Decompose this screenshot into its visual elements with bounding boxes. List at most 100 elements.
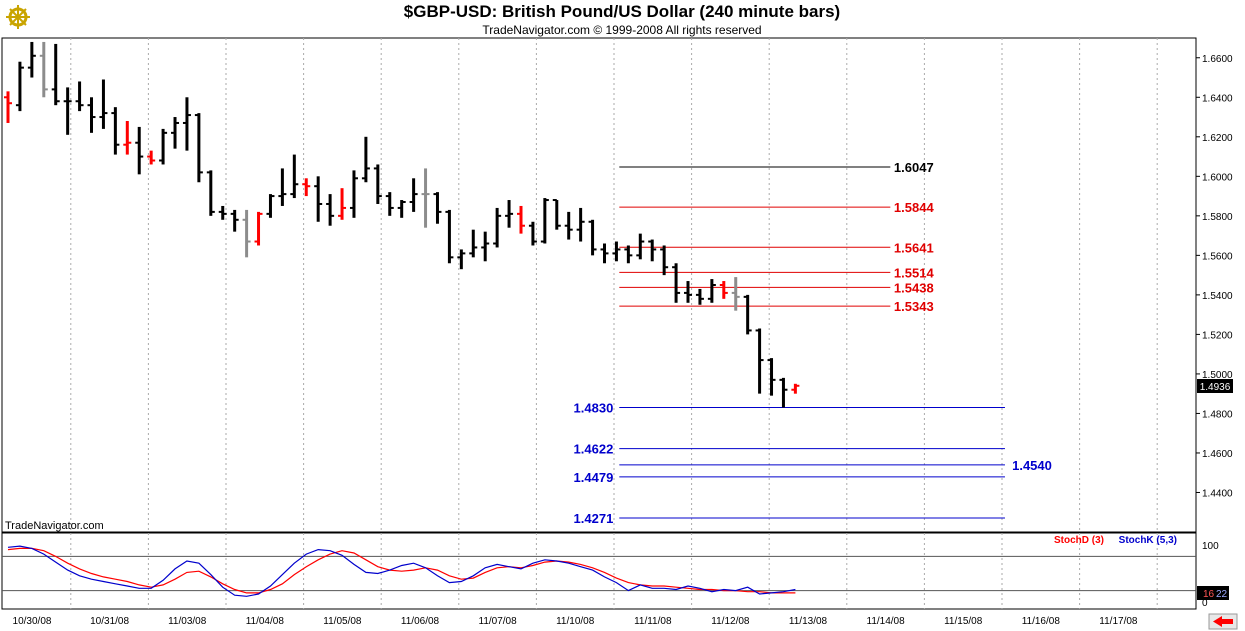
ohlc-bar	[695, 288, 704, 305]
ohlc-bar	[171, 117, 180, 149]
ohlc-bar	[528, 221, 537, 246]
vertical-grid	[70, 38, 1158, 532]
price-tick-label: 1.5000	[1202, 370, 1233, 381]
price-axis: 1.6600 1.6400 1.6200 1.6000 1.5800 1.5600 1.54…	[1196, 54, 1233, 499]
level-label: 1.4479	[574, 470, 614, 485]
ohlc-bar	[230, 209, 239, 232]
level-label: 1.4622	[574, 442, 614, 457]
ohlc-bar	[314, 176, 323, 222]
ohlc-bar	[636, 233, 645, 260]
ohlc-bar	[4, 91, 12, 123]
level-label: 1.4271	[574, 511, 614, 526]
ohlc-bar	[111, 107, 120, 155]
chart-title: $GBP-USD: British Pound/US Dollar (240 m…	[404, 2, 840, 21]
stochastic-axis: 100 0	[1202, 541, 1219, 609]
ohlc-bar	[147, 150, 156, 165]
price-tick-label: 1.5400	[1202, 291, 1233, 302]
ohlc-bar	[397, 200, 406, 218]
stoch-value-bg	[1197, 586, 1229, 600]
ohlc-bar	[719, 281, 728, 299]
ohlc-bar	[218, 205, 227, 220]
ohlc-bar	[493, 207, 502, 248]
ohlc-bar	[302, 178, 311, 197]
level-label: 1.5844	[894, 200, 935, 215]
price-tick-label: 1.6400	[1202, 93, 1233, 104]
ohlc-bar	[469, 229, 478, 258]
stochastic-panel: 100 0 StochD (3) StochK (5,3) 16 22	[1, 532, 1229, 610]
level-label: 1.4830	[574, 401, 614, 416]
date-tick-label: 11/06/08	[401, 616, 440, 627]
ohlc-bar	[349, 170, 358, 218]
ohlc-bar	[326, 194, 335, 226]
date-axis: 10/30/08 10/31/08 11/03/08 11/04/08 11/05/08…	[13, 616, 1138, 627]
ohlc-bar	[612, 241, 621, 262]
stochk-line	[7, 545, 796, 597]
price-panel: 1.6600 1.6400 1.6200 1.6000 1.5800 1.5600 1.54…	[1, 37, 1233, 533]
ohlc-bar	[385, 192, 394, 216]
price-panel-frame	[1, 37, 1197, 533]
chart-subtitle: TradeNavigator.com © 1999-2008 All right…	[482, 23, 761, 37]
level-label: 1.5343	[894, 299, 934, 314]
ohlc-bar	[660, 245, 669, 276]
ohlc-bar	[182, 97, 191, 151]
ohlc-bar	[206, 170, 215, 216]
date-tick-label: 11/17/08	[1099, 616, 1138, 627]
ohlc-bar	[672, 263, 681, 303]
ohlc-bar	[242, 209, 251, 258]
stoch-value-k: 22	[1216, 589, 1228, 600]
ohlc-bar	[505, 200, 514, 228]
ohlc-bar	[290, 154, 299, 199]
date-tick-label: 11/13/08	[789, 616, 828, 627]
stochd-line	[7, 547, 796, 594]
ohlc-bar	[99, 79, 108, 129]
date-tick-label: 11/07/08	[479, 616, 518, 627]
ohlc-bar	[278, 168, 287, 206]
price-tick-label: 1.5600	[1202, 251, 1233, 262]
ohlc-bar	[421, 168, 430, 228]
ohlc-bar	[266, 194, 275, 218]
ohlc-bar	[194, 113, 203, 183]
date-tick-label: 10/31/08	[90, 616, 129, 627]
ohlc-bar	[63, 87, 72, 135]
date-tick-label: 11/04/08	[246, 616, 285, 627]
ohlc-bar	[600, 243, 609, 264]
stoch-value-box: 16 22	[1197, 586, 1229, 600]
ohlc-bar	[576, 207, 585, 242]
ohlc-bar	[433, 192, 442, 224]
ohlc-bar	[123, 120, 132, 155]
ohlc-bar	[87, 97, 96, 133]
ohlc-bar	[731, 277, 740, 311]
ohlc-bar	[707, 279, 716, 303]
date-tick-label: 11/11/08	[634, 616, 672, 627]
level-label: 1.4540	[1012, 458, 1052, 473]
stoch-tick-label: 0	[1202, 598, 1208, 609]
level-label: 1.5438	[894, 280, 934, 295]
ohlc-bar	[588, 219, 597, 256]
ohlc-bar	[564, 211, 573, 240]
price-tick-label: 1.5800	[1202, 212, 1233, 223]
price-tick-label: 1.5200	[1202, 330, 1233, 341]
ohlc-bar	[445, 209, 454, 264]
ohlc-bar	[75, 81, 84, 112]
ohlc-bar	[648, 239, 657, 262]
watermark: TradeNavigator.com	[5, 520, 104, 532]
ohlc-bar	[373, 164, 382, 204]
ohlc-bar	[552, 199, 561, 230]
price-bars	[4, 41, 800, 408]
date-tick-label: 11/05/08	[323, 616, 362, 627]
date-tick-label: 11/10/08	[556, 616, 595, 627]
ohlc-bar	[409, 178, 418, 212]
ohlc-bar	[27, 41, 36, 78]
ohlc-bar	[481, 231, 490, 262]
ship-wheel-icon	[6, 5, 30, 29]
level-label: 1.6047	[894, 160, 934, 175]
last-price-box: 1.4936	[1197, 379, 1233, 393]
ohlc-bar	[159, 128, 168, 165]
last-price-label: 1.4936	[1200, 382, 1231, 393]
stochastic-reference-lines	[2, 555, 1196, 592]
arrow-left-icon[interactable]	[1208, 613, 1238, 630]
stoch-tick-label: 100	[1202, 541, 1219, 552]
ohlc-bar	[767, 358, 776, 396]
ohlc-bar	[338, 188, 347, 220]
